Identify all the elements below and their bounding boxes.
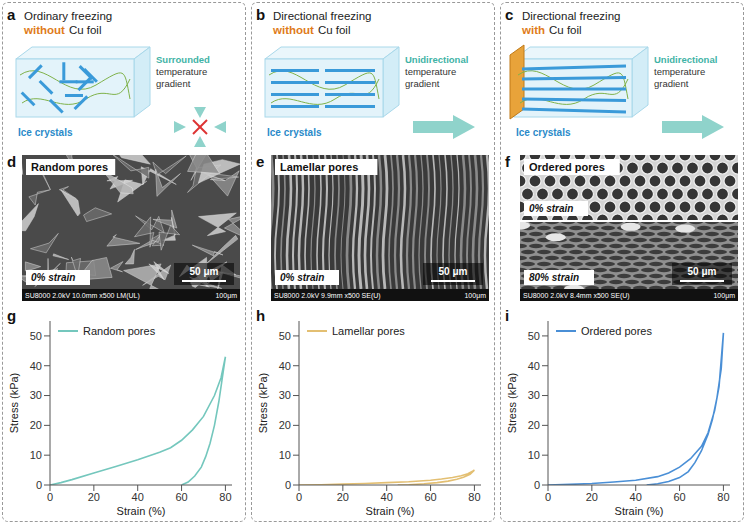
svg-text:a: a <box>7 6 16 23</box>
svg-text:0: 0 <box>534 479 540 491</box>
svg-text:Stress (kPa): Stress (kPa) <box>8 373 20 434</box>
svg-text:0% strain: 0% strain <box>529 203 573 214</box>
svg-text:Ice crystals: Ice crystals <box>516 127 571 138</box>
svg-text:Strain (%): Strain (%) <box>117 505 166 517</box>
svg-text:20: 20 <box>30 419 42 431</box>
svg-text:Random pores: Random pores <box>31 161 108 173</box>
svg-text:f: f <box>505 153 511 170</box>
svg-text:80: 80 <box>717 491 729 503</box>
html-text:Ordered pores: Ordered pores <box>581 325 652 337</box>
svg-text:40: 40 <box>132 491 144 503</box>
svg-text:0: 0 <box>36 479 42 491</box>
svg-text:40: 40 <box>381 491 393 503</box>
svg-text:gradient: gradient <box>405 78 440 89</box>
svg-text:Stress (kPa): Stress (kPa) <box>506 373 518 434</box>
svg-text:50 μm: 50 μm <box>439 266 468 277</box>
svg-text:Ordinary freezing: Ordinary freezing <box>24 10 112 22</box>
svg-text:temperature: temperature <box>405 66 456 77</box>
svg-text:50 μm: 50 μm <box>688 266 717 277</box>
svg-text:40: 40 <box>279 360 291 372</box>
svg-text:Directional freezing: Directional freezing <box>522 10 620 22</box>
svg-text:gradient: gradient <box>156 78 191 89</box>
svg-text:50 μm: 50 μm <box>190 266 219 277</box>
svg-text:20: 20 <box>337 491 349 503</box>
svg-text:SU8000 2.0kV 8.4mm x500 SE(U): SU8000 2.0kV 8.4mm x500 SE(U) <box>523 292 630 300</box>
svg-text:0: 0 <box>545 491 551 503</box>
svg-text:Unidirectional: Unidirectional <box>654 54 717 65</box>
svg-text:40: 40 <box>630 491 642 503</box>
svg-text:10: 10 <box>279 449 291 461</box>
svg-text:50: 50 <box>528 330 540 342</box>
svg-text:Strain (%): Strain (%) <box>366 505 415 517</box>
svg-text:0% strain: 0% strain <box>280 272 324 283</box>
svg-text:80% strain: 80% strain <box>529 272 579 283</box>
svg-text:withCu foil: withCu foil <box>521 24 582 36</box>
svg-text:gradient: gradient <box>654 78 689 89</box>
svg-text:Strain (%): Strain (%) <box>615 505 664 517</box>
svg-text:Stress (kPa): Stress (kPa) <box>257 373 269 434</box>
svg-text:Directional freezing: Directional freezing <box>273 10 371 22</box>
html-text:Lamellar pores: Lamellar pores <box>332 325 405 337</box>
svg-text:50: 50 <box>279 330 291 342</box>
html-text:i: i <box>505 307 510 324</box>
svg-text:Ordered pores: Ordered pores <box>529 161 605 173</box>
svg-text:d: d <box>7 153 16 170</box>
svg-text:100μm: 100μm <box>464 292 486 300</box>
html-text:h: h <box>256 307 266 324</box>
svg-text:SU8000 2.0kV 9.9mm x500 SE(U): SU8000 2.0kV 9.9mm x500 SE(U) <box>274 292 381 300</box>
svg-text:20: 20 <box>528 419 540 431</box>
svg-text:30: 30 <box>279 389 291 401</box>
svg-text:10: 10 <box>30 449 42 461</box>
svg-text:20: 20 <box>586 491 598 503</box>
svg-text:50: 50 <box>30 330 42 342</box>
svg-text:60: 60 <box>424 491 436 503</box>
svg-text:Unidirectional: Unidirectional <box>405 54 468 65</box>
svg-text:40: 40 <box>528 360 540 372</box>
svg-text:80: 80 <box>219 491 231 503</box>
svg-text:SU8000 2.0kV 10.0mm x500 LM(UL: SU8000 2.0kV 10.0mm x500 LM(UL) <box>25 292 140 300</box>
svg-text:60: 60 <box>175 491 187 503</box>
svg-text:Lamellar pores: Lamellar pores <box>280 161 358 173</box>
svg-text:c: c <box>505 6 513 23</box>
svg-text:100μm: 100μm <box>713 292 735 300</box>
svg-text:20: 20 <box>88 491 100 503</box>
svg-text:0: 0 <box>47 491 53 503</box>
svg-text:100μm: 100μm <box>215 292 237 300</box>
svg-text:temperature: temperature <box>156 66 207 77</box>
svg-text:0: 0 <box>285 479 291 491</box>
svg-text:80: 80 <box>468 491 480 503</box>
svg-text:b: b <box>256 6 265 23</box>
svg-text:0% strain: 0% strain <box>31 272 75 283</box>
svg-text:Ice crystals: Ice crystals <box>267 127 322 138</box>
svg-text:withoutCu foil: withoutCu foil <box>272 24 350 36</box>
svg-text:40: 40 <box>30 360 42 372</box>
svg-text:Ice crystals: Ice crystals <box>18 127 73 138</box>
svg-text:30: 30 <box>30 389 42 401</box>
html-text:Random pores: Random pores <box>83 325 156 337</box>
svg-text:20: 20 <box>279 419 291 431</box>
svg-text:withoutCu foil: withoutCu foil <box>23 24 101 36</box>
svg-text:temperature: temperature <box>654 66 705 77</box>
svg-text:30: 30 <box>528 389 540 401</box>
html-text:g: g <box>7 307 17 324</box>
svg-text:0: 0 <box>296 491 302 503</box>
svg-text:Surrounded: Surrounded <box>156 54 210 65</box>
svg-text:e: e <box>256 153 264 170</box>
svg-text:60: 60 <box>673 491 685 503</box>
svg-text:10: 10 <box>528 449 540 461</box>
